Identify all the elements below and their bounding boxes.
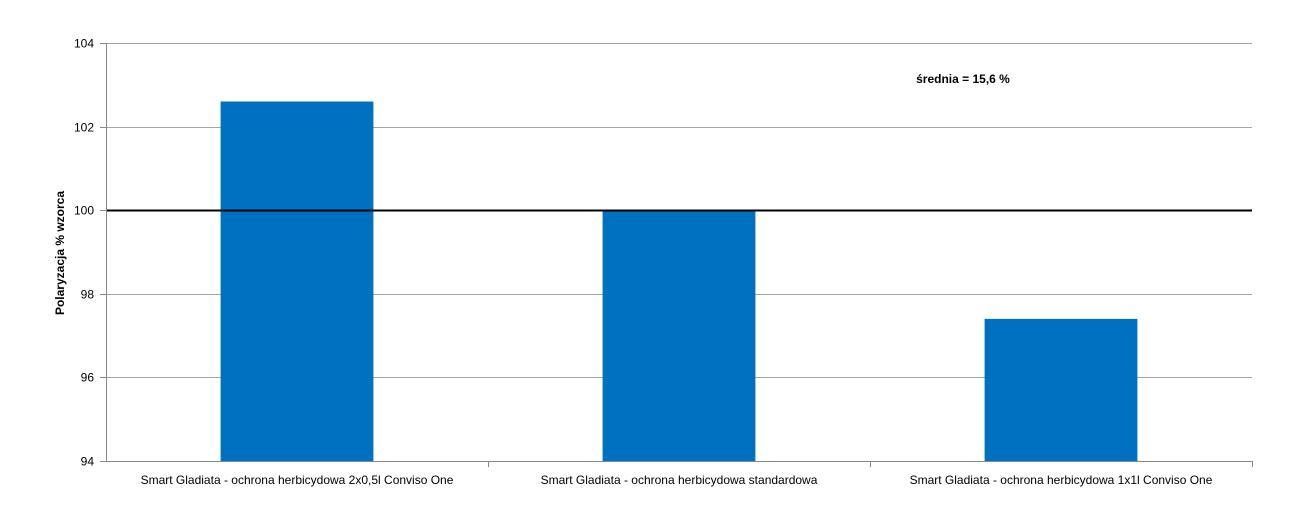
labels: 94 96 98 100 102 104 Smart Gladiata - ochrona … <box>74 37 1213 488</box>
y-tick-label: 100 <box>74 204 94 218</box>
axes <box>100 43 1253 467</box>
x-category-label: Smart Gladiata - ochrona herbicydowa 2x0… <box>141 473 454 487</box>
mean-annotation: średnia = 15,6 % <box>916 72 1010 86</box>
x-category-label: Smart Gladiata - ochrona herbicydowa 1x1… <box>910 473 1213 487</box>
y-tick-label: 98 <box>81 288 95 302</box>
bar <box>220 101 374 462</box>
y-tick-label: 96 <box>81 371 95 385</box>
x-category-label: Smart Gladiata - ochrona herbicydowa sta… <box>541 473 818 487</box>
bar <box>602 210 756 461</box>
bar <box>984 318 1138 461</box>
y-axis-title: Polaryzacja % wzorca <box>53 191 67 315</box>
bars <box>220 101 1138 462</box>
y-tick-label: 102 <box>74 121 94 135</box>
y-tick-label: 104 <box>74 37 94 51</box>
y-tick-label: 94 <box>81 455 95 469</box>
